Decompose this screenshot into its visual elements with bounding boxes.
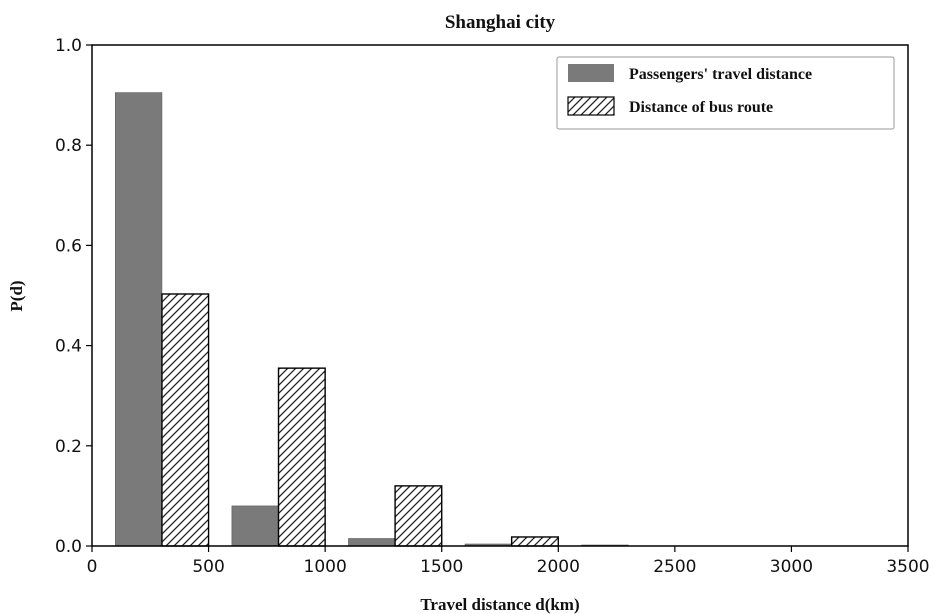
bar-bus-route-0 xyxy=(161,293,210,547)
legend-label-bus-route: Distance of bus route xyxy=(629,99,773,116)
bar-passengers-1 xyxy=(231,505,279,547)
x-tick-label: 3500 xyxy=(886,557,929,577)
y-tick-label: 0.6 xyxy=(55,236,82,256)
x-tick-label: 3000 xyxy=(770,557,813,577)
y-axis-label: P(d) xyxy=(7,280,26,311)
x-tick-label: 1000 xyxy=(304,557,347,577)
legend-swatch-hatched xyxy=(567,96,615,116)
legend-label-passengers: Passengers' travel distance xyxy=(629,66,812,83)
y-tick-label: 0.8 xyxy=(55,136,82,156)
bar-bus-route-3 xyxy=(510,536,559,547)
bars-group xyxy=(115,92,629,547)
y-tick-label: 0.4 xyxy=(55,337,82,357)
x-tick-label: 500 xyxy=(192,557,224,577)
y-tick-label: 0.2 xyxy=(55,437,82,457)
x-tick-label: 2000 xyxy=(537,557,580,577)
bar-bus-route-1 xyxy=(277,367,326,547)
x-tick-label: 2500 xyxy=(653,557,696,577)
y-tick-label: 0.0 xyxy=(55,537,82,557)
x-tick-label: 1500 xyxy=(420,557,463,577)
x-tick-label: 0 xyxy=(87,557,98,577)
plot-frame xyxy=(91,44,909,547)
y-tick-label: 1.0 xyxy=(55,36,82,56)
bar-passengers-0 xyxy=(115,92,163,547)
bar-bus-route-2 xyxy=(394,485,443,547)
x-axis-label: Travel distance d(km) xyxy=(420,595,579,614)
legend-swatch-solid xyxy=(568,64,614,82)
chart-title: Shanghai city xyxy=(445,12,556,33)
legend-frame xyxy=(556,56,895,130)
x-axis-ticks: 0 500 1000 1500 2000 2500 3000 3500 xyxy=(87,546,930,577)
legend: Passengers' travel distance Distance of … xyxy=(556,56,895,130)
y-axis-ticks: 0.0 0.2 0.4 0.6 0.8 1.0 xyxy=(55,36,92,557)
bar-passengers-2 xyxy=(348,538,396,547)
